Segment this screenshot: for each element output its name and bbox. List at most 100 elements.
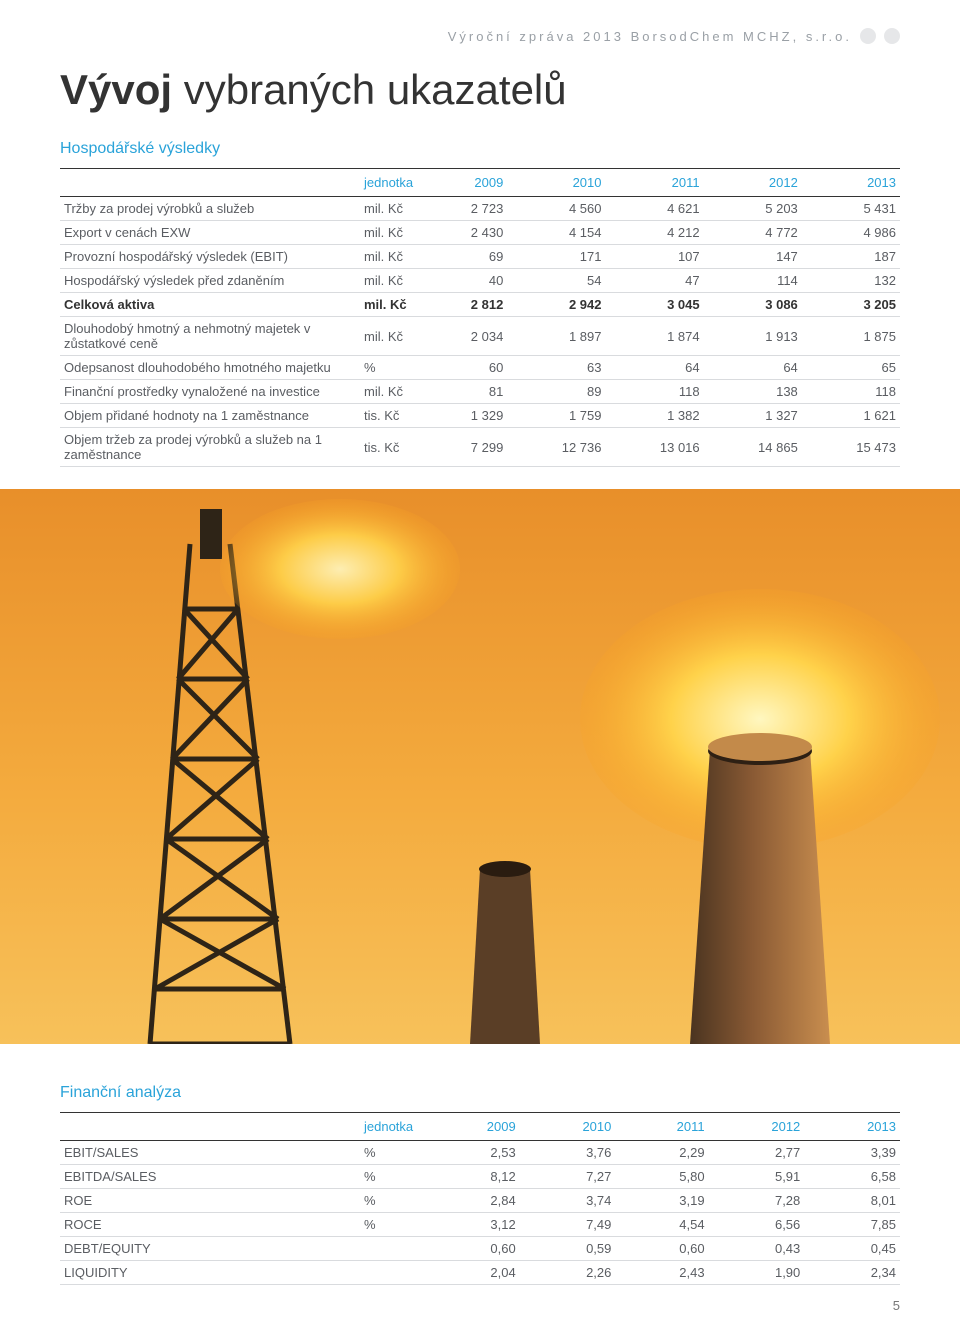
row-label: Finanční prostředky vynaložené na invest…: [60, 380, 360, 404]
row-value: 3,76: [520, 1141, 616, 1165]
row-value: 63: [507, 356, 605, 380]
page-title: Vývoj vybraných ukazatelů: [60, 66, 900, 114]
title-rest: vybraných ukazatelů: [172, 66, 567, 113]
row-label: LIQUIDITY: [60, 1261, 360, 1285]
row-label: Odepsanost dlouhodobého hmotného majetku: [60, 356, 360, 380]
row-unit: mil. Kč: [360, 293, 424, 317]
row-value: 7,28: [709, 1189, 805, 1213]
row-label: DEBT/EQUITY: [60, 1237, 360, 1261]
col-header: [60, 1113, 360, 1141]
row-label: Objem tržeb za prodej výrobků a služeb n…: [60, 428, 360, 467]
row-value: 3,12: [424, 1213, 520, 1237]
row-value: 81: [424, 380, 507, 404]
row-value: 1 759: [507, 404, 605, 428]
row-value: 2,43: [615, 1261, 708, 1285]
row-value: 64: [605, 356, 703, 380]
row-label: Celková aktiva: [60, 293, 360, 317]
row-value: 4 772: [704, 221, 802, 245]
table-row: Dlouhodobý hmotný a nehmotný majetek v z…: [60, 317, 900, 356]
row-value: 4 212: [605, 221, 703, 245]
row-value: 1 874: [605, 317, 703, 356]
row-value: 187: [802, 245, 900, 269]
row-value: 118: [802, 380, 900, 404]
row-unit: mil. Kč: [360, 197, 424, 221]
row-label: Tržby za prodej výrobků a služeb: [60, 197, 360, 221]
row-value: 0,43: [709, 1237, 805, 1261]
row-value: 3 086: [704, 293, 802, 317]
row-value: 15 473: [802, 428, 900, 467]
row-value: 12 736: [507, 428, 605, 467]
row-value: 5 431: [802, 197, 900, 221]
col-header: jednotka: [360, 1113, 424, 1141]
row-unit: tis. Kč: [360, 428, 424, 467]
section-label-1: Hospodářské výsledky: [60, 140, 900, 158]
table-financni-analyza: jednotka 2009 2010 2011 2012 2013 EBIT/S…: [60, 1112, 900, 1285]
row-value: 4 621: [605, 197, 703, 221]
row-label: Dlouhodobý hmotný a nehmotný majetek v z…: [60, 317, 360, 356]
row-unit: mil. Kč: [360, 269, 424, 293]
row-value: 1 327: [704, 404, 802, 428]
row-value: 47: [605, 269, 703, 293]
row-value: 6,58: [804, 1165, 900, 1189]
page-number: 5: [893, 1298, 900, 1313]
row-value: 2,77: [709, 1141, 805, 1165]
row-value: 40: [424, 269, 507, 293]
row-value: 2,29: [615, 1141, 708, 1165]
row-unit: %: [360, 1165, 424, 1189]
row-value: 138: [704, 380, 802, 404]
row-value: 3,74: [520, 1189, 616, 1213]
row-value: 5 203: [704, 197, 802, 221]
breadcrumb: Výroční zpráva 2013 BorsodChem MCHZ, s.r…: [448, 29, 852, 44]
row-unit: [360, 1261, 424, 1285]
row-value: 4 154: [507, 221, 605, 245]
row-value: 2 942: [507, 293, 605, 317]
row-unit: %: [360, 1141, 424, 1165]
title-bold: Vývoj: [60, 66, 172, 113]
row-value: 0,45: [804, 1237, 900, 1261]
row-value: 1 621: [802, 404, 900, 428]
row-value: 118: [605, 380, 703, 404]
row-value: 5,80: [615, 1165, 708, 1189]
table-row: Celková aktivamil. Kč2 8122 9423 0453 08…: [60, 293, 900, 317]
table-row: ROE%2,843,743,197,288,01: [60, 1189, 900, 1213]
row-value: 0,59: [520, 1237, 616, 1261]
table-row: Tržby za prodej výrobků a služebmil. Kč2…: [60, 197, 900, 221]
row-value: 1 913: [704, 317, 802, 356]
row-unit: %: [360, 1213, 424, 1237]
row-label: Objem přidané hodnoty na 1 zaměstnance: [60, 404, 360, 428]
col-header: 2013: [804, 1113, 900, 1141]
row-value: 2 430: [424, 221, 507, 245]
table-header-row: jednotka 2009 2010 2011 2012 2013: [60, 169, 900, 197]
header: Výroční zpráva 2013 BorsodChem MCHZ, s.r…: [60, 28, 900, 44]
row-value: 3 205: [802, 293, 900, 317]
row-value: 14 865: [704, 428, 802, 467]
col-header: 2012: [704, 169, 802, 197]
col-header: 2010: [520, 1113, 616, 1141]
row-value: 4 986: [802, 221, 900, 245]
row-unit: %: [360, 1189, 424, 1213]
table-row: Provozní hospodářský výsledek (EBIT)mil.…: [60, 245, 900, 269]
row-value: 2,26: [520, 1261, 616, 1285]
row-value: 2,34: [804, 1261, 900, 1285]
table-row: EBITDA/SALES%8,127,275,805,916,58: [60, 1165, 900, 1189]
row-value: 107: [605, 245, 703, 269]
row-label: EBITDA/SALES: [60, 1165, 360, 1189]
col-header: 2009: [424, 169, 507, 197]
row-value: 3,39: [804, 1141, 900, 1165]
row-value: 8,01: [804, 1189, 900, 1213]
row-value: 7 299: [424, 428, 507, 467]
col-header: 2011: [605, 169, 703, 197]
row-value: 7,27: [520, 1165, 616, 1189]
row-label: Hospodářský výsledek před zdaněním: [60, 269, 360, 293]
row-value: 2 034: [424, 317, 507, 356]
row-label: Provozní hospodářský výsledek (EBIT): [60, 245, 360, 269]
row-value: 13 016: [605, 428, 703, 467]
row-value: 54: [507, 269, 605, 293]
table-row: Hospodářský výsledek před zdaněnímmil. K…: [60, 269, 900, 293]
row-value: 5,91: [709, 1165, 805, 1189]
pager-dot-1-icon: [860, 28, 876, 44]
row-value: 114: [704, 269, 802, 293]
row-value: 0,60: [424, 1237, 520, 1261]
row-value: 7,49: [520, 1213, 616, 1237]
row-unit: tis. Kč: [360, 404, 424, 428]
